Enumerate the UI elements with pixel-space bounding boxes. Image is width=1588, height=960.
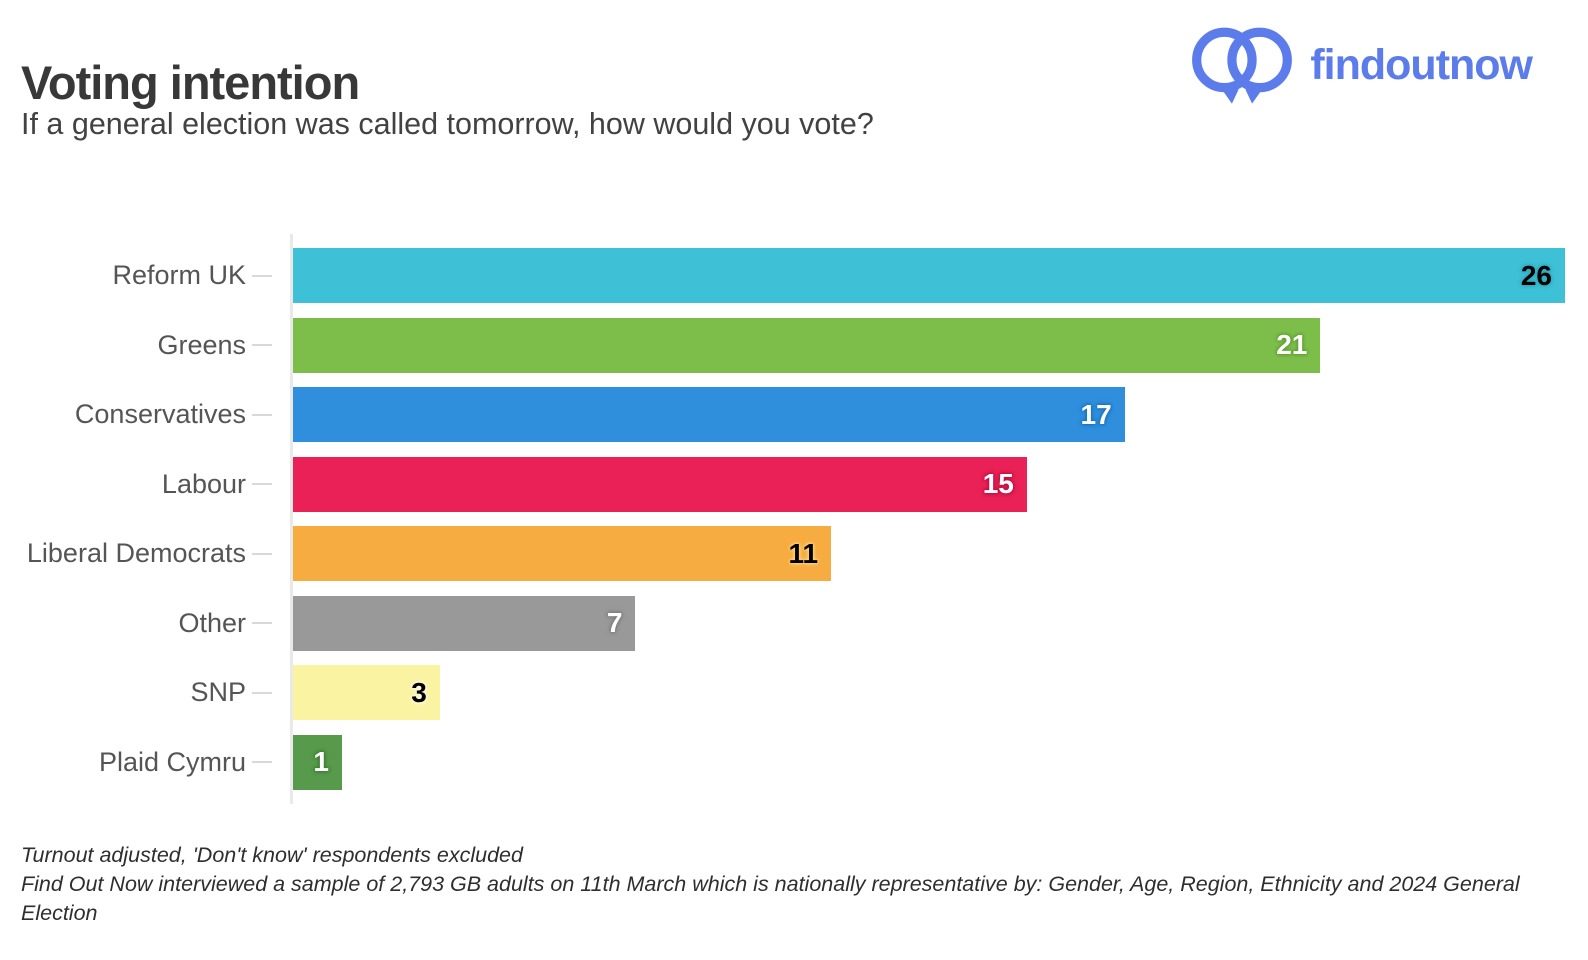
bar-track: 26	[293, 248, 1565, 304]
category-label: Labour	[161, 468, 246, 499]
page-subtitle: If a general election was called tomorro…	[21, 107, 874, 141]
bar-value-label: 1	[313, 746, 329, 778]
chart-row: Other 7	[0, 589, 1565, 659]
tick-mark	[252, 344, 272, 347]
bar-value-label: 7	[606, 607, 623, 639]
category-label: SNP	[190, 677, 246, 708]
chart-row: Labour 15	[0, 450, 1565, 520]
bar-value-label: 26	[1520, 259, 1552, 291]
chart-row: Reform UK 26	[0, 241, 1565, 311]
category-label: Plaid Cymru	[98, 746, 246, 777]
category-label: Other	[178, 607, 246, 638]
findoutnow-logo: findoutnow	[1190, 22, 1533, 108]
bar: 3	[293, 665, 440, 721]
chart-row: Liberal Democrats 11	[0, 519, 1565, 589]
tick-mark	[252, 691, 272, 694]
tick-mark	[252, 622, 272, 625]
bar: 21	[293, 317, 1321, 373]
logo-wordmark: findoutnow	[1310, 40, 1533, 89]
bar: 7	[293, 595, 636, 651]
page-title: Voting intention	[21, 56, 360, 110]
category-label: Greens	[157, 329, 246, 360]
bar: 26	[293, 248, 1565, 304]
bar: 11	[293, 526, 832, 582]
footer-notes: Turnout adjusted, 'Don't know' responden…	[21, 841, 1569, 929]
chart-row: Conservatives 17	[0, 380, 1565, 450]
footer-note-methodology: Turnout adjusted, 'Don't know' responden…	[21, 843, 523, 867]
voting-intention-bar-chart: Reform UK 26 Greens 21 Conservatives	[0, 234, 1565, 804]
chart-row: Greens 21	[0, 311, 1565, 381]
y-axis-line	[290, 234, 293, 804]
bar-track: 3	[293, 665, 1565, 721]
bar-value-label: 15	[982, 468, 1014, 500]
tick-mark	[252, 274, 272, 277]
chart-row: Plaid Cymru 1	[0, 728, 1565, 798]
bar-value-label: 17	[1080, 398, 1112, 430]
bar-track: 7	[293, 595, 1565, 651]
bar-value-label: 11	[788, 537, 819, 569]
chart-row: SNP 3	[0, 658, 1565, 728]
bar: 1	[293, 734, 342, 790]
category-label: Liberal Democrats	[26, 538, 246, 569]
bar-track: 1	[293, 734, 1565, 790]
category-label: Conservatives	[74, 399, 246, 430]
bar-track: 21	[293, 317, 1565, 373]
footer-note-sample: Find Out Now interviewed a sample of 2,7…	[21, 872, 1520, 926]
bar-track: 15	[293, 456, 1565, 512]
bar-value-label: 21	[1276, 329, 1308, 361]
bar-track: 17	[293, 387, 1565, 443]
tick-mark	[252, 413, 272, 416]
tick-mark	[252, 552, 272, 555]
findoutnow-speech-bubbles-icon	[1190, 22, 1294, 108]
category-label: Reform UK	[112, 260, 246, 291]
bar: 17	[293, 387, 1125, 443]
tick-mark	[252, 483, 272, 486]
bar-track: 11	[293, 526, 1565, 582]
bar-value-label: 3	[411, 676, 427, 708]
tick-mark	[252, 761, 272, 764]
bar: 15	[293, 456, 1027, 512]
chart-rows: Reform UK 26 Greens 21 Conservatives	[0, 241, 1565, 797]
